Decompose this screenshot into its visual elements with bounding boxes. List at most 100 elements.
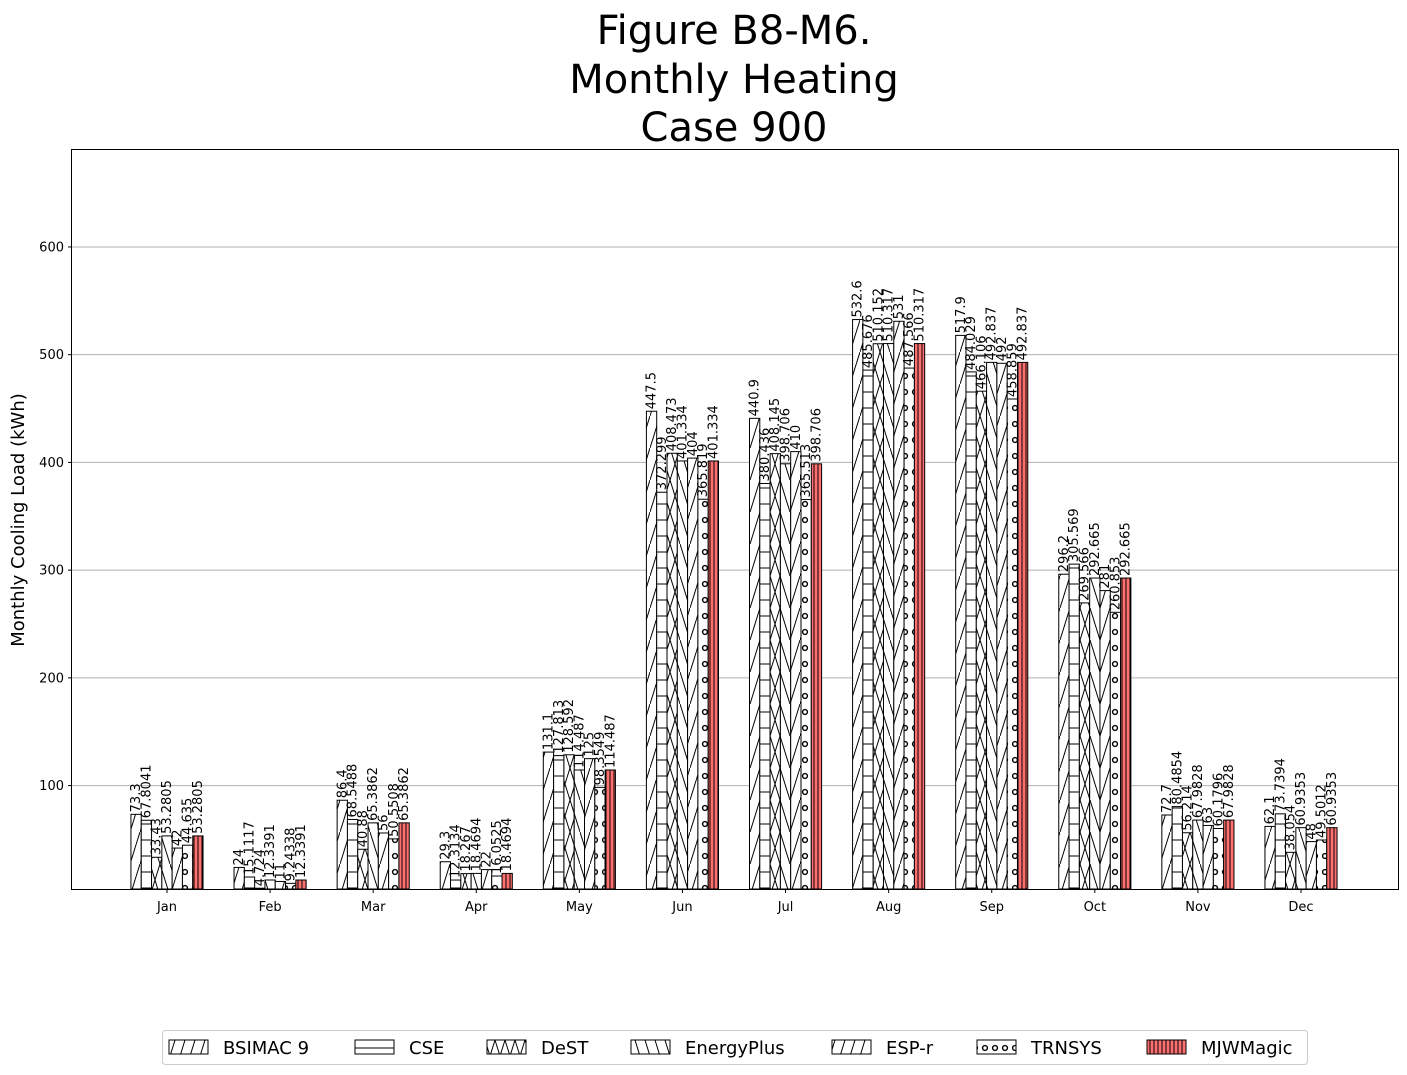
data-label: 67.9828 [1191, 764, 1206, 818]
bar [872, 343, 884, 890]
data-label: 68.5488 [346, 764, 361, 818]
data-label: 9.24338 [284, 828, 299, 882]
bar [388, 838, 400, 890]
legend-item: DeST [486, 1038, 589, 1059]
legend-swatch [630, 1039, 671, 1055]
bar [893, 320, 905, 890]
legend-item: ESP-r [831, 1038, 934, 1059]
data-label: 408.473 [665, 398, 680, 452]
x-tick-label: Mar [361, 900, 386, 915]
x-tick-label: Dec [1288, 900, 1313, 915]
legend-label: DeST [541, 1038, 589, 1059]
bar [1305, 841, 1317, 890]
y-tick-label: 500 [39, 348, 64, 363]
bar [542, 751, 555, 890]
data-label: 380.436 [758, 428, 773, 482]
data-label: 114.487 [572, 714, 587, 768]
data-label: 131.1 [541, 713, 556, 750]
bar [594, 786, 606, 890]
data-label: 114.487 [603, 714, 618, 768]
legend-item: TRNSYS [976, 1038, 1102, 1059]
data-label: 11 [273, 863, 288, 880]
data-label: 296.2 [1057, 535, 1072, 572]
bar [1068, 563, 1080, 890]
bar [1161, 814, 1173, 890]
bar [903, 367, 915, 890]
chart-title-line-2: Monthly Heating [569, 57, 899, 103]
data-label: 86.4 [335, 769, 350, 798]
data-label: 62.1 [1263, 795, 1278, 824]
legend-swatch [976, 1039, 1017, 1055]
data-label: 517.9 [954, 296, 969, 333]
x-tick-label: May [566, 900, 593, 915]
x-tick-label: Oct [1084, 900, 1106, 915]
bar [1264, 825, 1276, 890]
data-label: 485.676 [861, 314, 876, 368]
data-label: 18.4694 [500, 818, 515, 872]
data-label: 18.4694 [469, 818, 484, 872]
data-label: 510.317 [882, 288, 897, 342]
bar [656, 491, 668, 890]
data-label: 12.3134 [449, 824, 464, 878]
x-tick-label: Sep [979, 900, 1004, 915]
bar [1109, 611, 1122, 890]
data-label: 260.853 [1108, 557, 1123, 611]
data-label: 60.9353 [1325, 772, 1340, 826]
bar [769, 453, 781, 890]
chart-title-line-1: Figure B8-M6. [597, 8, 872, 54]
bar [501, 872, 513, 890]
bar [1120, 577, 1132, 890]
bar [707, 460, 720, 890]
legend-frame [162, 1030, 1308, 1065]
bars [130, 319, 1338, 890]
legend-label: CSE [409, 1038, 444, 1059]
data-label: 40.88 [356, 810, 371, 847]
bar [975, 390, 988, 890]
data-label: 365.513 [799, 444, 814, 498]
bar [1285, 851, 1297, 890]
bar [687, 457, 699, 890]
legend-swatch [831, 1039, 872, 1055]
data-label: 492.837 [1016, 307, 1031, 361]
data-label: 281 [1098, 564, 1113, 589]
data-label: 487.566 [902, 312, 917, 366]
data-label: 484.029 [964, 316, 979, 370]
x-tick-label: Jul [777, 900, 794, 915]
bar [986, 361, 998, 890]
legend-item: EnergyPlus [630, 1038, 785, 1059]
data-label: 72.7 [1160, 784, 1175, 813]
x-tick-label: Jun [671, 900, 692, 915]
bar [491, 875, 503, 890]
data-label: 80.4854 [1170, 751, 1185, 805]
bar [573, 769, 586, 890]
bar [1212, 827, 1225, 890]
y-tick-label: 200 [39, 671, 64, 686]
bar [285, 882, 297, 890]
data-label: 492.837 [985, 307, 1000, 361]
bar [357, 848, 369, 890]
data-label: 73.7394 [1273, 758, 1288, 812]
legend-label: BSIMAC 9 [223, 1038, 309, 1059]
data-label: 65.3862 [397, 767, 412, 821]
bar [1181, 832, 1194, 890]
grid-lines [72, 246, 1398, 787]
data-label: 50.5508 [387, 783, 402, 837]
data-label: 15.1117 [242, 821, 257, 875]
data-label: 410 [789, 425, 804, 450]
data-label: 466.106 [974, 335, 989, 389]
legend-swatch [486, 1039, 527, 1055]
bar [1089, 577, 1101, 890]
data-label: 127.813 [552, 700, 567, 754]
data-label: 398.706 [779, 408, 794, 462]
bar [1099, 590, 1111, 890]
bar [666, 452, 678, 890]
bar [955, 334, 967, 890]
bar [810, 463, 823, 890]
data-label: 447.5 [645, 372, 660, 409]
data-label: 56.214 [1181, 785, 1196, 831]
data-label: 49.5012 [1315, 784, 1330, 838]
data-label: 56 [376, 814, 391, 831]
data-label: 22 [480, 851, 495, 868]
x-tick-label: Nov [1185, 900, 1211, 915]
